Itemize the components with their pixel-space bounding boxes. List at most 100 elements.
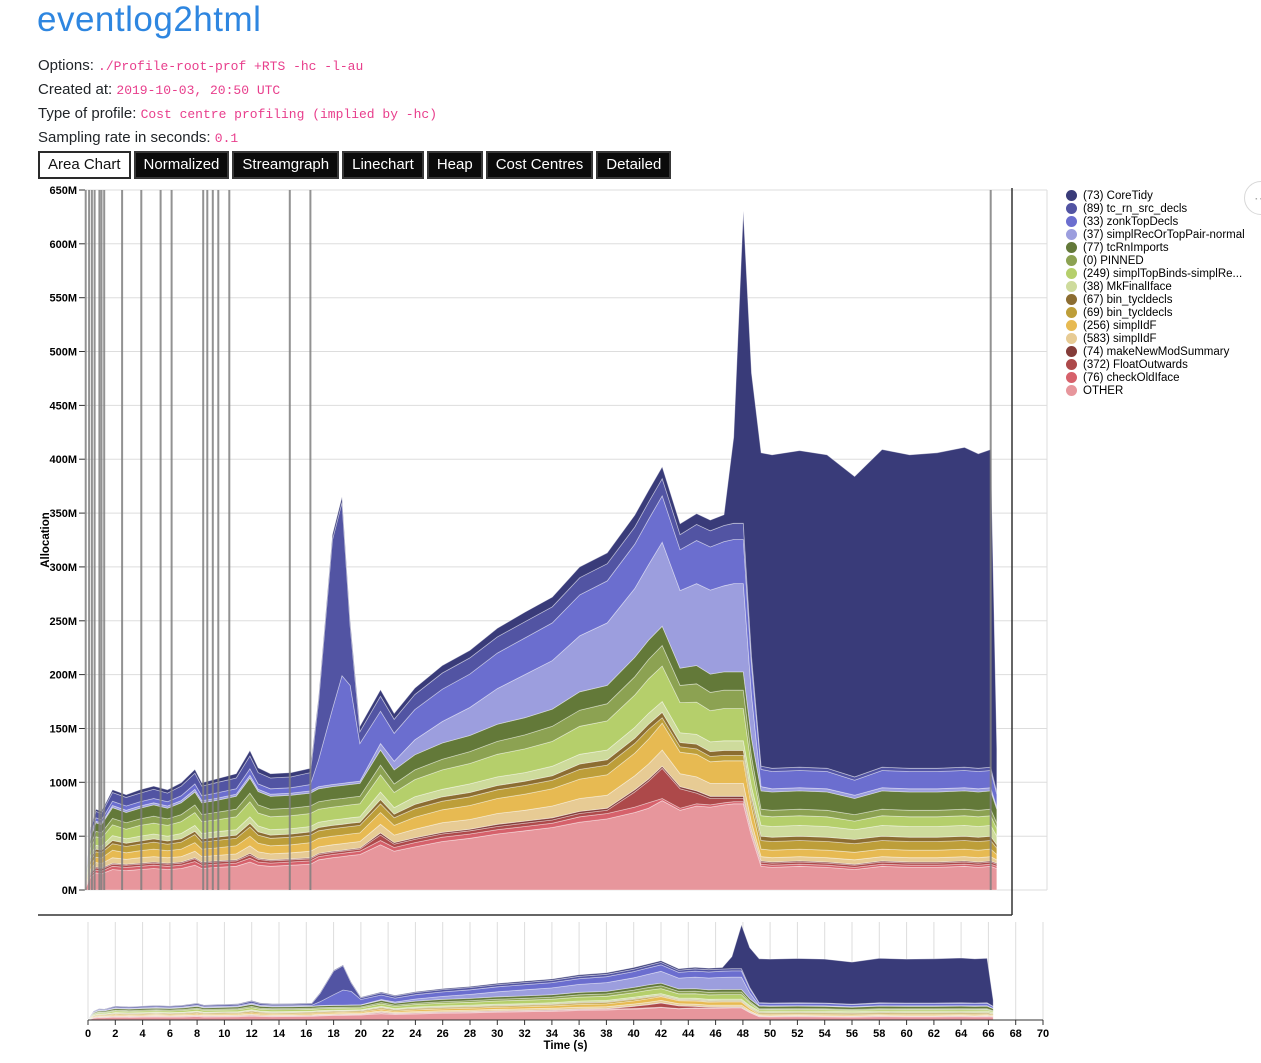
- chart-legend: (73) CoreTidy (89) tc_rn_src_decls (33) zo…: [1066, 189, 1245, 397]
- legend-swatch-icon: [1066, 320, 1077, 331]
- tab-cost-centres[interactable]: Cost Centres: [485, 151, 594, 179]
- x-axis-title: Time (s): [544, 1040, 588, 1052]
- y-axis-tick-label: 650M: [49, 185, 77, 197]
- sampling-rate-line: Sampling rate in seconds: 0.1: [38, 126, 437, 150]
- profile-type-line: Type of profile: Cost centre profiling (…: [38, 102, 437, 126]
- sampling-rate-value: 0.1: [214, 131, 239, 146]
- legend-label: (89) tc_rn_src_decls: [1083, 202, 1188, 215]
- y-axis-title: Allocation: [40, 512, 52, 568]
- x-axis-tick-label: 34: [546, 1028, 559, 1040]
- legend-item-other: OTHER: [1066, 384, 1245, 397]
- legend-item-pinned: (0) PINNED: [1066, 254, 1245, 267]
- x-axis-tick-label: 40: [628, 1028, 640, 1040]
- legend-item-tc-rn-src-decls: (89) tc_rn_src_decls: [1066, 202, 1245, 215]
- y-axis-tick-label: 600M: [49, 239, 77, 251]
- tab-detailed[interactable]: Detailed: [596, 151, 672, 179]
- legend-swatch-icon: [1066, 307, 1077, 318]
- legend-label: (249) simplTopBinds-simplRe...: [1083, 267, 1243, 280]
- legend-label: (74) makeNewModSummary: [1083, 345, 1230, 358]
- legend-label: OTHER: [1083, 384, 1124, 397]
- x-axis-tick-label: 42: [655, 1028, 667, 1040]
- x-axis-tick-label: 20: [355, 1028, 367, 1040]
- x-axis-tick-label: 18: [327, 1028, 339, 1040]
- created-at-label: Created at:: [38, 81, 117, 98]
- area-simplidf-256[interactable]: [84, 722, 998, 889]
- y-axis-tick-label: 550M: [49, 293, 77, 305]
- y-axis-tick-label: 250M: [49, 616, 77, 628]
- legend-label: (37) simplRecOrTopPair-normal: [1083, 228, 1245, 241]
- options-label: Options:: [38, 57, 99, 74]
- legend-swatch-icon: [1066, 242, 1077, 253]
- area-pinned-overview[interactable]: [87, 985, 994, 1020]
- area-mkfinaliface[interactable]: [84, 700, 998, 889]
- x-axis-tick-label: 58: [873, 1028, 885, 1040]
- x-axis-tick-label: 30: [491, 1028, 503, 1040]
- x-axis-tick-label: 44: [682, 1028, 695, 1040]
- legend-swatch-icon: [1066, 333, 1077, 344]
- legend-swatch-icon: [1066, 359, 1077, 370]
- profile-type-label: Type of profile:: [38, 105, 141, 122]
- y-axis-tick-label: 50M: [56, 831, 77, 843]
- area-tcrnimports[interactable]: [84, 625, 998, 888]
- x-axis-tick-label: 0: [85, 1028, 91, 1040]
- area-coretidy-overview[interactable]: [87, 923, 994, 1020]
- area-mkfinaliface-overview[interactable]: [87, 993, 994, 1021]
- x-axis-tick-label: 48: [737, 1028, 749, 1040]
- y-axis-tick-label: 100M: [49, 777, 77, 789]
- legend-swatch-icon: [1066, 190, 1077, 201]
- x-axis-tick-label: 16: [300, 1028, 312, 1040]
- x-axis-tick-label: 54: [819, 1028, 832, 1040]
- legend-item-tcrnimports: (77) tcRnImports: [1066, 241, 1245, 254]
- legend-swatch-icon: [1066, 268, 1077, 279]
- y-axis-tick-label: 150M: [49, 724, 77, 736]
- x-axis-tick-label: 56: [846, 1028, 858, 1040]
- x-axis-tick-label: 14: [273, 1028, 286, 1040]
- x-axis-tick-label: 62: [928, 1028, 940, 1040]
- legend-label: (67) bin_tycldecls: [1083, 293, 1173, 306]
- y-axis-tick-label: 300M: [49, 562, 77, 574]
- x-axis-tick-label: 10: [218, 1028, 230, 1040]
- area-simpltopbinds[interactable]: [84, 665, 998, 889]
- tab-linechart[interactable]: Linechart: [342, 151, 424, 179]
- legend-item-simpltopbinds: (249) simplTopBinds-simplRe...: [1066, 267, 1245, 280]
- tab-heap[interactable]: Heap: [426, 151, 483, 179]
- x-axis-tick-label: 46: [709, 1028, 721, 1040]
- legend-item-floatoutwards: (372) FloatOutwards: [1066, 358, 1245, 371]
- profile-metadata: Options: ./Profile-root-prof +RTS -hc -l…: [38, 54, 437, 150]
- legend-label: (77) tcRnImports: [1083, 241, 1169, 254]
- legend-item-checkoldiface: (76) checkOldIface: [1066, 371, 1245, 384]
- view-tabs: Area Chart Normalized Streamgraph Linechart…: [38, 151, 672, 179]
- y-axis-tick-label: 500M: [49, 347, 77, 359]
- tab-normalized[interactable]: Normalized: [133, 151, 230, 179]
- x-axis-tick-label: 38: [600, 1028, 612, 1040]
- tab-area-chart[interactable]: Area Chart: [38, 151, 131, 179]
- area-floatoutwards[interactable]: [84, 767, 998, 890]
- x-axis-tick-label: 64: [955, 1028, 968, 1040]
- area-bin-tycldecls-67[interactable]: [84, 711, 998, 889]
- x-axis-tick-label: 26: [437, 1028, 449, 1040]
- area-pinned[interactable]: [84, 644, 998, 889]
- legend-label: (256) simplIdF: [1083, 319, 1157, 332]
- legend-swatch-icon: [1066, 294, 1077, 305]
- profile-type-value: Cost centre profiling (implied by -hc): [140, 107, 438, 122]
- legend-label: (372) FloatOutwards: [1083, 358, 1188, 371]
- x-axis-tick-label: 6: [167, 1028, 173, 1040]
- legend-swatch-icon: [1066, 372, 1077, 383]
- x-axis-tick-label: 28: [464, 1028, 476, 1040]
- area-bin-tycldecls-69[interactable]: [84, 717, 998, 889]
- legend-item-simplrecortoppair: (37) simplRecOrTopPair-normal: [1066, 228, 1245, 241]
- legend-swatch-icon: [1066, 216, 1077, 227]
- tab-streamgraph[interactable]: Streamgraph: [232, 151, 340, 179]
- x-axis-tick-label: 50: [764, 1028, 776, 1040]
- x-axis-tick-label: 60: [900, 1028, 912, 1040]
- area-coretidy[interactable]: [84, 210, 998, 888]
- legend-item-bin-tycldecls-69: (69) bin_tycldecls: [1066, 306, 1245, 319]
- legend-label: (0) PINNED: [1083, 254, 1144, 267]
- legend-item-coretidy: (73) CoreTidy: [1066, 189, 1245, 202]
- y-axis-tick-label: 350M: [49, 508, 77, 520]
- legend-label: (76) checkOldIface: [1083, 371, 1180, 384]
- legend-label: (33) zonkTopDecls: [1083, 215, 1179, 228]
- legend-item-mkfinaliface: (38) MkFinalIface: [1066, 280, 1245, 293]
